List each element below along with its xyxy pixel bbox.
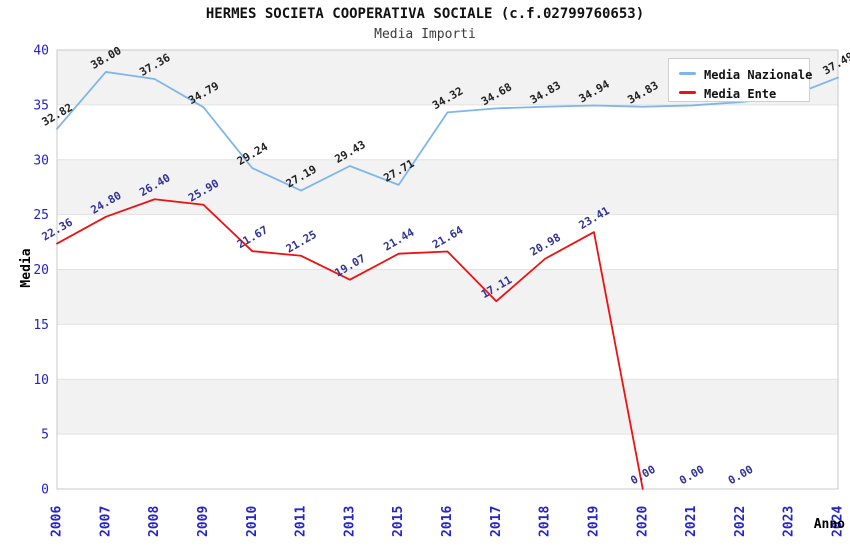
- data-label-media-ente: 21.44: [381, 226, 417, 254]
- y-tick-label: 10: [33, 373, 49, 388]
- plot-band: [57, 159, 838, 215]
- x-tick-label: 2007: [98, 506, 113, 537]
- x-axis-title: Anno: [814, 517, 845, 532]
- data-label-media-ente: 21.64: [430, 223, 466, 251]
- chart-subtitle: Media Importi: [374, 27, 476, 42]
- y-tick-label: 20: [33, 263, 49, 278]
- x-tick-label: 2013: [342, 506, 357, 537]
- data-label-media-ente: 0.00: [726, 463, 755, 488]
- y-tick-label: 40: [33, 44, 49, 59]
- legend-label-media-nazionale: Media Nazionale: [704, 68, 813, 82]
- legend-item-media-nazionale: Media Nazionale: [679, 64, 813, 83]
- media-ente-line-swatch-icon: [679, 91, 696, 94]
- x-tick-label: 2009: [196, 506, 211, 537]
- y-tick-label: 0: [41, 483, 49, 498]
- y-tick-label: 25: [33, 208, 49, 223]
- data-label-media-ente: 20.98: [528, 231, 563, 259]
- plot-band: [57, 379, 838, 435]
- media-nazionale-line-swatch-icon: [679, 72, 696, 75]
- data-label-media-ente: 0.00: [677, 463, 706, 488]
- legend: Media Nazionale Media Ente: [668, 58, 813, 102]
- y-tick-label: 30: [33, 153, 49, 168]
- x-tick-label: 2021: [684, 506, 699, 537]
- plot-border: [56, 49, 839, 490]
- x-tick-label: 2018: [538, 506, 553, 537]
- x-tick-label: 2008: [147, 506, 162, 537]
- y-axis-title: Media: [19, 248, 34, 287]
- data-label-media-ente: 21.67: [235, 223, 270, 251]
- x-tick-label: 2019: [586, 506, 601, 537]
- data-label-media-ente: 21.25: [284, 228, 319, 256]
- legend-label-media-ente: Media Ente: [704, 87, 777, 101]
- x-tick-label: 2006: [50, 506, 65, 537]
- x-tick-label: 2017: [489, 506, 504, 537]
- plot-band: [57, 269, 838, 325]
- x-tick-label: 2020: [635, 506, 650, 537]
- y-tick-label: 35: [33, 98, 49, 113]
- line-media-nazionale: [56, 71, 839, 192]
- legend-item-media-ente: Media Ente: [679, 83, 809, 102]
- y-tick-label: 5: [41, 428, 49, 443]
- x-tick-label: 2022: [733, 506, 748, 537]
- x-tick-label: 2011: [294, 506, 309, 537]
- x-tick-label: 2010: [245, 506, 260, 537]
- x-tick-label: 2024: [831, 506, 846, 537]
- data-label-media-ente: 0.00: [628, 463, 657, 488]
- line-media-ente: [56, 198, 644, 490]
- x-tick-label: 2015: [391, 506, 406, 537]
- y-tick-label: 15: [33, 318, 49, 333]
- x-tick-label: 2016: [440, 506, 455, 537]
- x-tick-label: 2023: [782, 506, 797, 537]
- chart-title: HERMES SOCIETA COOPERATIVA SOCIALE (c.f.…: [205, 6, 645, 22]
